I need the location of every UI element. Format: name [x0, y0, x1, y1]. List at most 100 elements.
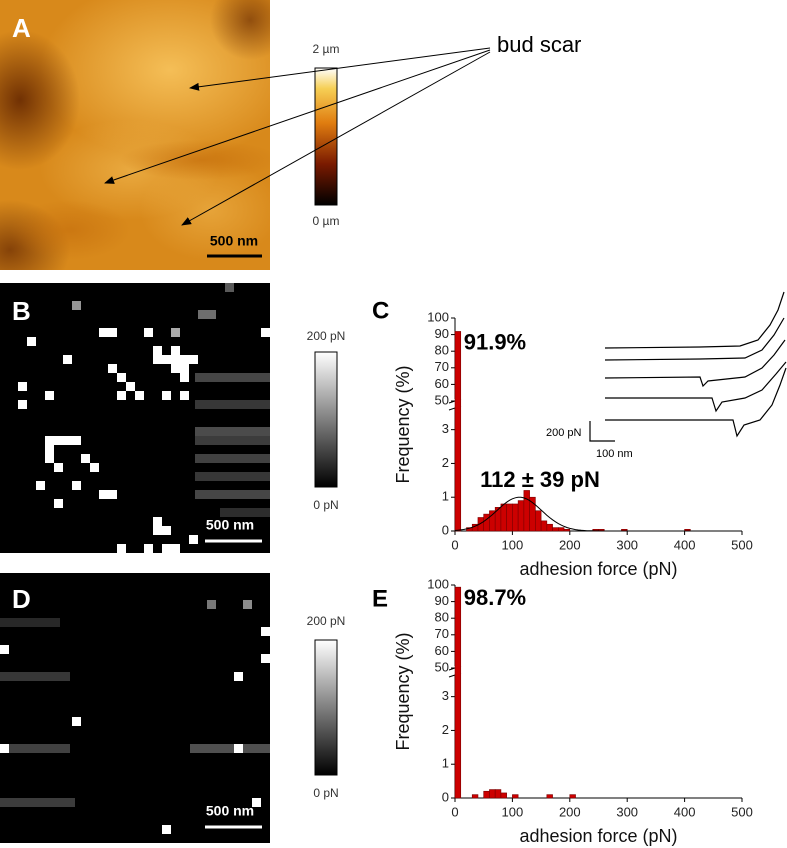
y-tick-label: 0 — [442, 522, 449, 537]
scale-bar-label: 500 nm — [206, 803, 254, 819]
y-tick-label: 80 — [435, 610, 449, 625]
y-tick-label: 50 — [435, 659, 449, 674]
bar — [494, 789, 502, 799]
pixel — [162, 544, 171, 553]
pixel — [207, 310, 216, 319]
y-tick-label: 2 — [442, 455, 449, 470]
x-tick-label: 100 — [502, 804, 524, 819]
bar — [512, 503, 519, 532]
pixel — [0, 645, 9, 654]
colorbar-max: 200 pN — [307, 329, 346, 343]
force-curves-inset — [589, 291, 787, 442]
x-tick-label: 500 — [731, 537, 753, 552]
y-tick-label: 70 — [435, 626, 449, 641]
pixel — [54, 499, 63, 508]
panel-label: A — [12, 13, 31, 43]
bar — [535, 510, 542, 532]
pixel-streak — [0, 744, 70, 753]
panel-label: E — [372, 585, 388, 612]
x-tick-label: 300 — [616, 804, 638, 819]
y-tick-label: 3 — [442, 688, 449, 703]
pixel — [171, 544, 180, 553]
y-tick-label: 80 — [435, 343, 449, 358]
pixel — [162, 391, 171, 400]
pixel — [54, 463, 63, 472]
pixel-streak — [195, 427, 270, 436]
scale-bar-label: 500 nm — [206, 517, 254, 533]
pixel — [153, 517, 162, 526]
bar — [546, 794, 553, 799]
bar — [517, 500, 525, 532]
pixel — [117, 544, 126, 553]
y-tick-label: 3 — [442, 421, 449, 436]
y-tick-label: 50 — [435, 392, 449, 407]
pixel — [72, 436, 81, 445]
y-tick-label: 2 — [442, 722, 449, 737]
pixel — [252, 798, 261, 807]
pixel-streak — [0, 618, 60, 627]
y-tick-label: 100 — [427, 309, 449, 324]
pixel — [99, 328, 108, 337]
scale-bar-label: 500 nm — [210, 233, 258, 249]
pixel — [63, 355, 72, 364]
y-axis-label: Frequency (%) — [393, 365, 413, 483]
pixel — [234, 744, 243, 753]
pixel — [54, 436, 63, 445]
bar — [540, 520, 548, 532]
pixel — [261, 654, 270, 663]
pixel-streak — [0, 798, 75, 807]
pixel-streak — [220, 508, 270, 517]
pixel — [81, 454, 90, 463]
x-axis-label: adhesion force (pN) — [519, 826, 677, 846]
pixel-streak — [0, 672, 70, 681]
bar — [523, 490, 530, 532]
bar — [489, 789, 496, 799]
pixel — [135, 391, 144, 400]
y-tick-label: 70 — [435, 359, 449, 374]
colorbar-min: 0 µm — [313, 214, 340, 228]
pixel — [180, 373, 189, 382]
afm-height-image — [0, 0, 270, 270]
pixel — [36, 481, 45, 490]
pixel — [117, 391, 126, 400]
pixel — [72, 301, 81, 310]
bar — [558, 527, 565, 532]
pixel — [153, 526, 162, 535]
x-tick-label: 0 — [451, 537, 458, 552]
y-tick-label: 60 — [435, 643, 449, 658]
adhesion-map — [0, 283, 270, 553]
pixel-streak — [195, 454, 270, 463]
pixel — [99, 490, 108, 499]
bar — [512, 794, 519, 799]
pixel — [63, 436, 72, 445]
pixel — [18, 400, 27, 409]
pixel — [207, 600, 216, 609]
pixel — [261, 627, 270, 636]
colorbar — [314, 351, 338, 488]
pixel — [45, 436, 54, 445]
pixel — [108, 328, 117, 337]
pixel — [126, 382, 135, 391]
colorbar-min: 0 pN — [313, 786, 338, 800]
pixel — [27, 337, 36, 346]
colorbar — [314, 639, 338, 776]
value-label: 91.9% — [464, 329, 526, 354]
pixel — [0, 744, 9, 753]
fit-label: 112 ± 39 pN — [480, 467, 600, 492]
x-tick-label: 200 — [559, 804, 581, 819]
bar — [563, 529, 571, 532]
adhesion-map — [0, 573, 270, 843]
x-tick-label: 400 — [674, 804, 696, 819]
y-tick-label: 90 — [435, 593, 449, 608]
y-tick-label: 0 — [442, 789, 449, 804]
panel-label: B — [12, 296, 31, 326]
colorbar-min: 0 pN — [313, 498, 338, 512]
x-tick-label: 100 — [502, 537, 524, 552]
pixel — [225, 283, 234, 292]
pixel — [180, 355, 189, 364]
x-tick-label: 0 — [451, 804, 458, 819]
pixel — [108, 364, 117, 373]
colorbar-min: 200 pN — [307, 614, 346, 628]
panel-label: C — [372, 297, 389, 324]
